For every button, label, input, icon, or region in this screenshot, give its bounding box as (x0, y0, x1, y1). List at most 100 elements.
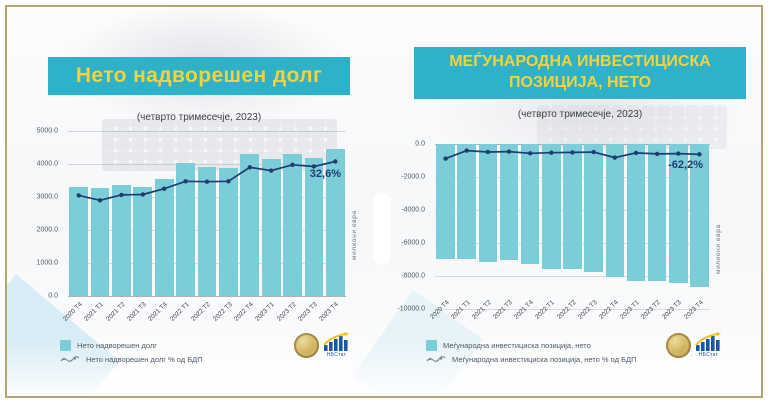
line-point (269, 168, 274, 173)
legend-item-bar: Нето надворешен долг (60, 339, 203, 351)
line-point (676, 151, 681, 156)
y-tick-label: 4000.0 (36, 160, 58, 168)
bar (499, 144, 519, 261)
y-axis-ticks: 0.0 -2000.0 -4000.0 -6000.0 -8000.0 -10000.0 (387, 141, 431, 313)
bar (197, 167, 217, 296)
rising-bar-chart-icon (695, 332, 721, 351)
chart-title: МЕЃУНАРОДНА ИНВЕСТИЦИСКА ПОЗИЦИЈА, НЕТО (449, 53, 711, 91)
line-point (633, 150, 639, 156)
gridline (68, 296, 346, 297)
line-legend-label: Меѓународна инвестициска позиција, нето … (452, 354, 637, 364)
line-point (162, 186, 167, 191)
bar (283, 154, 302, 296)
bar-series (435, 144, 710, 309)
bar (69, 187, 89, 296)
line-point (97, 198, 103, 203)
line-legend-label: Нето надворешен долг % од БДП (86, 354, 203, 364)
logo-caption: НБСтат (326, 352, 347, 358)
chart-title: Нето надворешен долг (75, 64, 323, 87)
chart-title-band: Нето надворешен долг (48, 57, 350, 95)
line-point (528, 151, 533, 156)
line-point (333, 159, 338, 164)
line-point (464, 148, 469, 153)
end-value-label: 32,6% (309, 168, 341, 180)
line-point (549, 150, 554, 155)
bar-legend-label: Нето надворешен долг (77, 340, 157, 350)
iip-net-chart-panel: МЕЃУНАРОДНА ИНВЕСТИЦИСКА ПОЗИЦИЈА, НЕТО … (386, 8, 754, 395)
logo-caption: НБСтат (698, 352, 719, 358)
bar (90, 188, 110, 296)
bar (584, 144, 603, 273)
y-tick-label: -2000.0 (401, 173, 425, 181)
line-series (443, 148, 702, 161)
bar (563, 144, 582, 270)
chart-title-band: МЕЃУНАРОДНА ИНВЕСТИЦИСКА ПОЗИЦИЈА, НЕТО (414, 47, 746, 99)
value-axis-label: милиони евра (715, 224, 722, 274)
bar (626, 144, 646, 281)
line-point (612, 155, 617, 160)
bottom-fade (7, 341, 761, 396)
plot-area: -62,2% (435, 144, 710, 310)
legend-item-line: Нето надворешен долг % од БДП (60, 353, 203, 365)
bar (542, 144, 561, 270)
line-point (697, 152, 702, 157)
keyboard-photo-hint (537, 105, 727, 149)
line-point (591, 149, 596, 155)
bar (457, 144, 477, 259)
x-axis-ticks: 2020 Т4 2021 Т1 2021 Т2 2021 Т3 2021 Т4 2022 … (61, 301, 341, 323)
rising-bar-chart-icon (323, 332, 349, 351)
line-point (485, 149, 491, 155)
line-point (247, 165, 252, 170)
bar (240, 153, 260, 296)
plot-area: 32,6% (68, 131, 346, 297)
bar (304, 158, 324, 296)
legend: Нето надворешен долг Нето надворешен дол… (60, 339, 203, 365)
legend: Меѓународна инвестициска позиција, нето … (426, 339, 637, 365)
y-axis-ticks: 5000.0 4000.0 3000.0 2000.0 1000.0 0.0 (20, 127, 64, 300)
gridline (435, 309, 710, 310)
chart-subtitle: (четврто тримесечје, 2023) (136, 112, 262, 123)
line-point (506, 149, 512, 154)
line-point (290, 162, 295, 167)
gridline (435, 276, 710, 277)
line-series (76, 159, 338, 203)
bar (176, 163, 196, 296)
bar (261, 158, 281, 296)
bar (154, 178, 174, 296)
gold-coin-emblem-icon (666, 332, 691, 358)
gridline (68, 131, 346, 132)
line-point (226, 179, 231, 184)
net-external-debt-chart-panel: Нето надворешен долг (четврто тримесечје… (8, 8, 382, 395)
national-bank-logo: НБСтат (294, 332, 350, 358)
bar (668, 144, 688, 284)
bar-series (68, 131, 346, 296)
y-tick-label: -4000.0 (401, 206, 425, 214)
bar (478, 144, 498, 262)
bar-legend-swatch (60, 339, 71, 351)
line-point (443, 156, 448, 161)
value-axis-label: милиони евра (351, 210, 358, 260)
gridline (68, 164, 346, 165)
y-tick-label: 2000.0 (36, 226, 58, 234)
line-point (311, 164, 317, 169)
legend-item-line: Меѓународна инвестициска позиција, нето … (426, 353, 637, 365)
stat-logo: НБСтат (695, 332, 722, 358)
line-legend-swatch-icon (426, 355, 446, 362)
legend-item-bar: Меѓународна инвестициска позиција, нето (426, 339, 637, 351)
line-point (204, 179, 210, 184)
national-bank-logo: НБСтат (666, 332, 722, 358)
x-axis-ticks: 2020 Т4 2021 Т1 2021 Т2 2021 Т3 2021 Т4 2022 … (428, 299, 705, 321)
gold-coin-emblem-icon (294, 332, 319, 358)
line-point (140, 192, 145, 197)
bar (436, 144, 455, 259)
bar (112, 185, 131, 296)
y-tick-label: -8000.0 (401, 272, 425, 280)
end-value-label: -62,2% (668, 159, 703, 171)
y-tick-label: 0.0 (48, 292, 58, 300)
chart-subtitle: (четврто тримесечје, 2023) (517, 109, 643, 120)
y-tick-label: 3000.0 (36, 193, 58, 201)
y-tick-label: -10000.0 (397, 305, 425, 313)
line-point (570, 150, 575, 155)
line-point (76, 193, 81, 198)
y-tick-label: 5000.0 (36, 127, 58, 135)
